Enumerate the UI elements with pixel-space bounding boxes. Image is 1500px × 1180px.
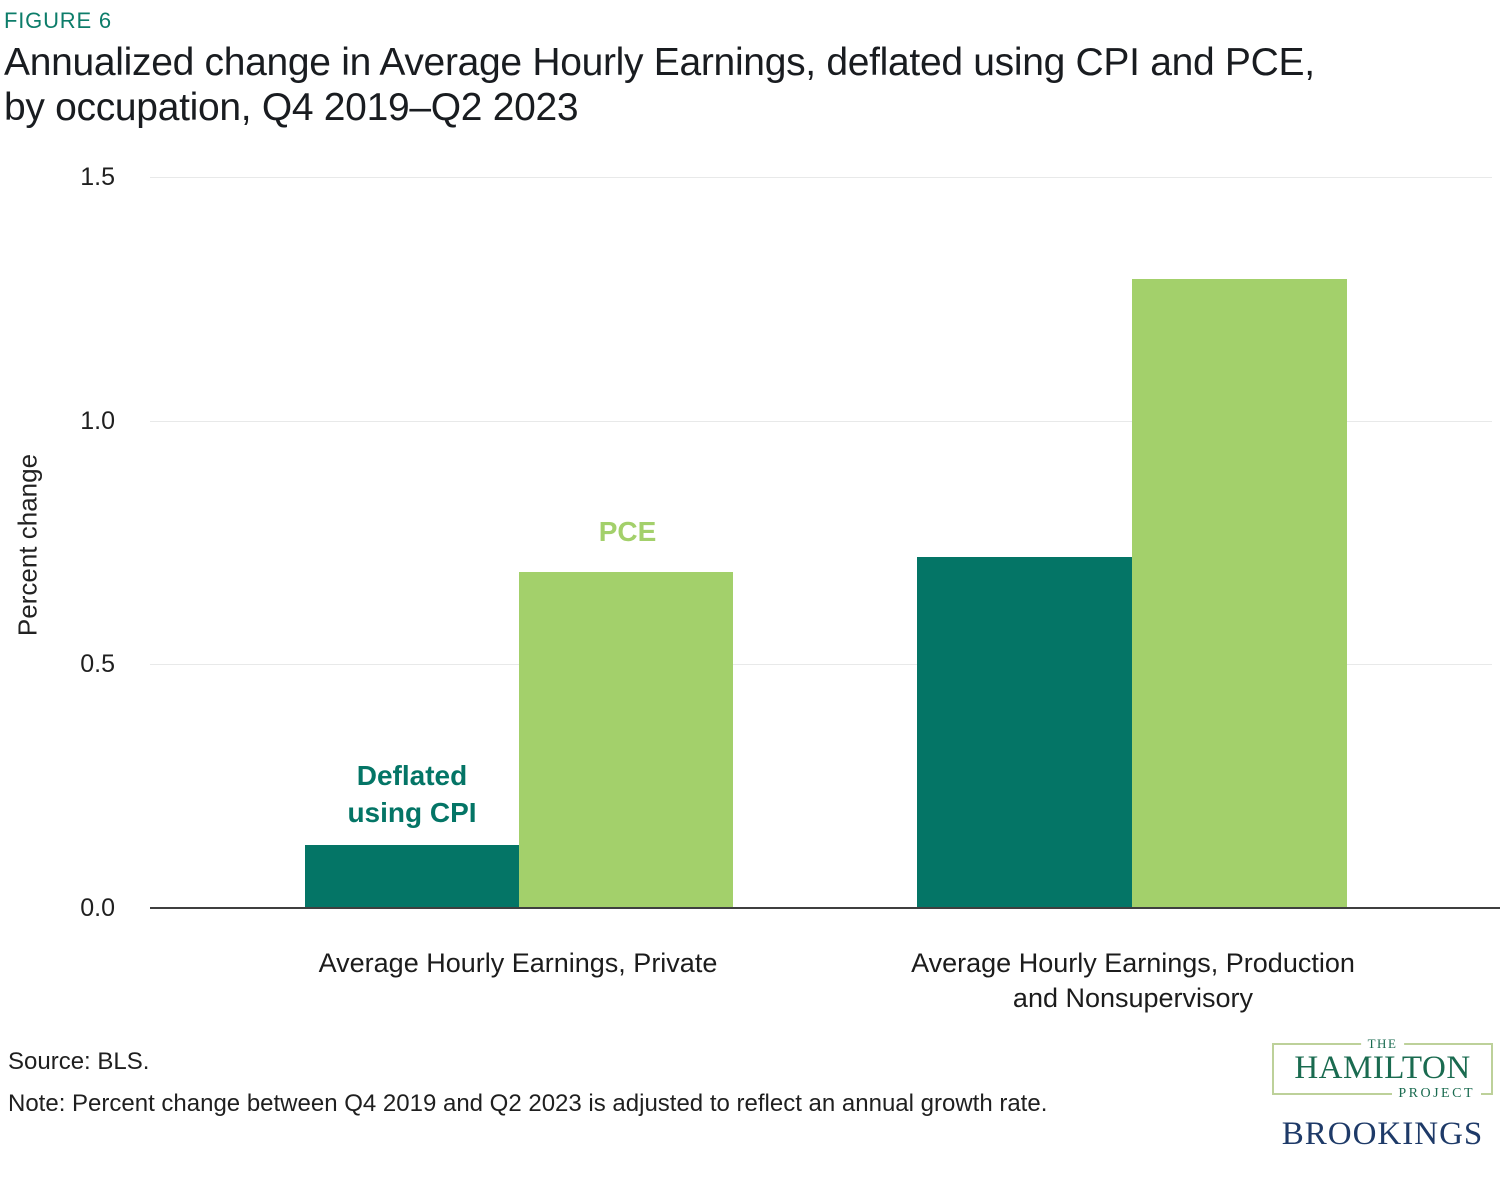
methodology-note: Note: Percent change between Q4 2019 and…	[8, 1090, 1048, 1117]
bar-pce-category-0	[519, 572, 733, 908]
bar-deflated-using-cpi-category-0	[305, 845, 519, 908]
cpi-series-label: Deflated using CPI	[347, 760, 477, 828]
hamilton-logo-the: THE	[1360, 1035, 1405, 1053]
hamilton-project-logo: THE HAMILTON PROJECT	[1272, 1035, 1493, 1102]
bar-pce-category-1	[1132, 279, 1347, 908]
gridline-1.5	[150, 177, 1492, 178]
y-tick-label-0.0: 0.0	[80, 894, 115, 922]
chart-title-line-2: by occupation, Q4 2019–Q2 2023	[4, 86, 579, 129]
x-category-label-private: Average Hourly Earnings, Private	[318, 948, 718, 978]
figure-number-label: FIGURE 6	[4, 8, 112, 33]
y-tick-label-1.5: 1.5	[80, 163, 115, 191]
y-axis-title: Percent change	[12, 453, 43, 637]
gridline-1.0	[150, 421, 1492, 422]
x-axis-line	[150, 907, 1500, 909]
source-note: Source: BLS.	[8, 1048, 150, 1075]
y-tick-label-0.5: 0.5	[80, 650, 115, 678]
hamilton-logo-name: HAMILTON	[1294, 1050, 1471, 1086]
chart-title: Annualized change in Average Hourly Earn…	[4, 40, 1494, 130]
chart-title-line-1: Annualized change in Average Hourly Earn…	[4, 41, 1315, 84]
gridline-0.5	[150, 664, 1492, 665]
hamilton-logo-project: PROJECT	[1392, 1085, 1481, 1102]
y-tick-label-1.0: 1.0	[80, 407, 115, 435]
bar-deflated-using-cpi-category-1	[917, 557, 1132, 908]
brookings-logo: BROOKINGS	[1281, 1116, 1484, 1152]
x-category-label-production: Average Hourly Earnings, Production and …	[911, 948, 1355, 1013]
pce-series-label: PCE	[598, 516, 657, 547]
